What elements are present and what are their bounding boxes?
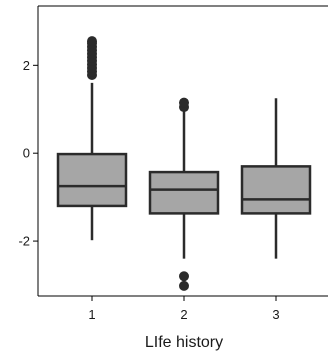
iqr-box — [148, 170, 220, 215]
box-group — [56, 36, 128, 241]
x-axis-title: LIfe history — [145, 334, 223, 351]
outlier-point — [179, 280, 189, 291]
x-tick-label: 2 — [180, 307, 187, 322]
plot-frame — [37, 5, 328, 297]
y-tick-label: 2 — [23, 58, 30, 73]
box-group — [240, 98, 312, 259]
boxes — [56, 36, 312, 291]
outlier-point — [179, 271, 189, 282]
y-tick-label: -2 — [18, 234, 30, 249]
x-tick-label: 3 — [272, 307, 279, 322]
box-group — [148, 97, 220, 291]
outlier-point — [179, 97, 189, 108]
x-axis: 1 2 3 — [88, 296, 280, 322]
outlier-point — [87, 36, 97, 47]
y-axis: -2 0 2 — [18, 58, 38, 249]
iqr-box — [56, 152, 128, 208]
iqr-box — [240, 165, 312, 215]
x-tick-label: 1 — [88, 307, 95, 322]
y-tick-label: 0 — [23, 146, 30, 161]
